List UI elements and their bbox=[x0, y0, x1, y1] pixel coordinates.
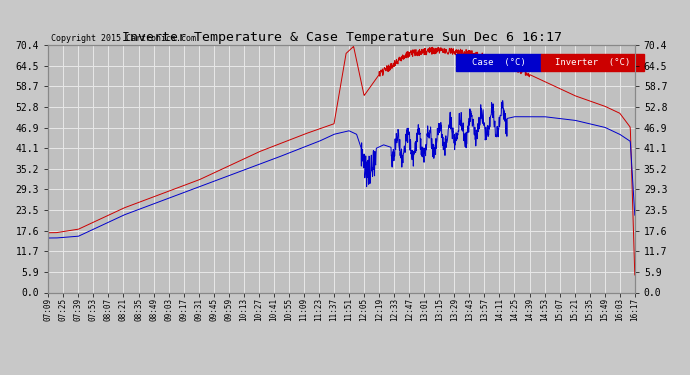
Title: Inverter Temperature & Case Temperature Sun Dec 6 16:17: Inverter Temperature & Case Temperature … bbox=[121, 31, 562, 44]
Bar bbox=[456, 54, 541, 71]
Text: Copyright 2015 Cartronics.com: Copyright 2015 Cartronics.com bbox=[51, 33, 196, 42]
Bar bbox=[541, 54, 644, 71]
Text: Case  (°C): Case (°C) bbox=[471, 58, 525, 67]
Text: Inverter  (°C): Inverter (°C) bbox=[555, 58, 630, 67]
